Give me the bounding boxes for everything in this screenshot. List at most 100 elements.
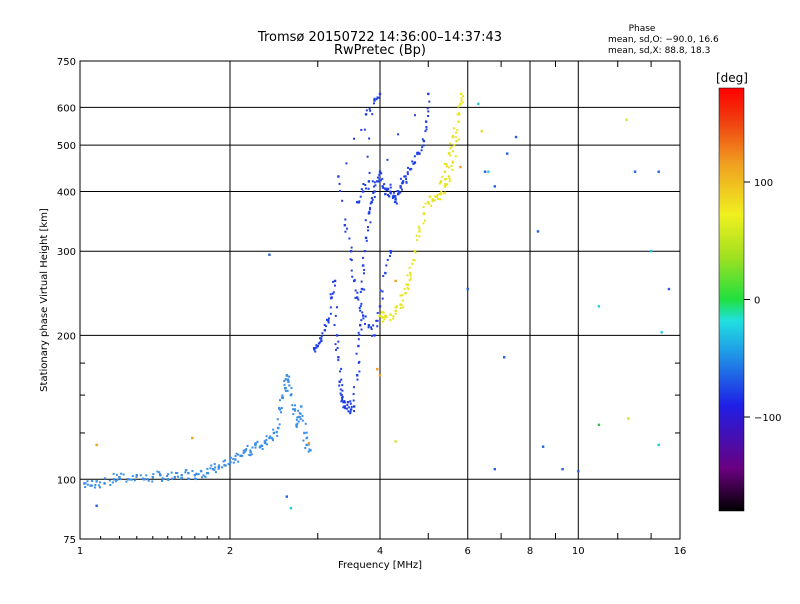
- data-point: [199, 469, 203, 473]
- data-point: [325, 325, 328, 328]
- data-point: [292, 413, 295, 416]
- data-point: [307, 441, 311, 445]
- data-point: [357, 344, 360, 348]
- data-point: [319, 337, 322, 340]
- data-point: [297, 420, 300, 423]
- data-point: [344, 218, 347, 221]
- data-point: [340, 400, 343, 403]
- data-point: [270, 436, 273, 439]
- y-tick-label: 750: [57, 57, 76, 68]
- data-point: [354, 289, 357, 292]
- data-point: [413, 162, 416, 165]
- data-point: [416, 153, 419, 156]
- data-point: [205, 471, 209, 475]
- data-point: [366, 155, 369, 158]
- data-point: [394, 279, 397, 283]
- data-point: [331, 292, 334, 295]
- x-tick-label: 2: [227, 546, 233, 557]
- y-tick-label: 100: [57, 475, 76, 486]
- data-point: [276, 434, 279, 437]
- data-point: [451, 135, 455, 139]
- data-point: [409, 277, 412, 280]
- data-point: [427, 200, 430, 204]
- data-point: [514, 135, 518, 139]
- data-point: [300, 405, 303, 408]
- data-point: [338, 189, 341, 192]
- data-point: [355, 200, 359, 204]
- data-point: [448, 142, 451, 145]
- data-point: [448, 177, 451, 180]
- data-point: [404, 292, 407, 295]
- x-tick-label: 16: [674, 546, 687, 557]
- data-point: [394, 198, 397, 201]
- colorbar-label: [deg]: [716, 71, 748, 85]
- data-point: [392, 315, 395, 318]
- data-point: [380, 311, 383, 314]
- data-point: [382, 186, 385, 189]
- data-point: [378, 92, 382, 96]
- data-point: [334, 343, 337, 346]
- data-point: [204, 475, 207, 478]
- data-point: [346, 403, 349, 406]
- data-point: [405, 178, 408, 181]
- data-point: [337, 356, 340, 359]
- data-point: [97, 484, 100, 487]
- data-point: [381, 290, 384, 293]
- data-point: [167, 478, 170, 481]
- data-point: [184, 471, 187, 474]
- data-point: [214, 471, 217, 474]
- data-point: [353, 279, 356, 282]
- data-point: [271, 437, 274, 440]
- x-axis-ticks: 1 2 4 6 8 10 16: [77, 61, 687, 557]
- data-point: [372, 185, 375, 188]
- data-point: [241, 454, 244, 457]
- data-point: [418, 235, 421, 238]
- data-point: [385, 316, 388, 319]
- data-point: [417, 225, 420, 228]
- data-point: [385, 264, 388, 267]
- data-point: [367, 180, 371, 183]
- data-point: [333, 324, 336, 327]
- data-point: [287, 379, 290, 382]
- data-point: [413, 250, 417, 253]
- data-point: [368, 211, 371, 214]
- data-point: [382, 275, 385, 278]
- data-point: [271, 439, 274, 442]
- data-point: [316, 344, 319, 348]
- data-point: [401, 299, 404, 302]
- data-point: [329, 312, 332, 315]
- data-point: [376, 180, 379, 183]
- data-point: [392, 194, 395, 197]
- data-point: [193, 473, 197, 477]
- data-point: [427, 115, 430, 118]
- stats-header: Phase: [629, 24, 656, 34]
- data-point: [335, 306, 338, 309]
- data-point: [255, 442, 258, 445]
- data-point: [283, 383, 286, 386]
- data-point: [235, 452, 238, 455]
- data-point: [409, 274, 412, 277]
- data-point: [369, 206, 372, 209]
- data-point: [114, 480, 117, 483]
- chart-title: Tromsø 20150722 14:36:00–14:37:43: [257, 30, 502, 45]
- data-point: [350, 405, 353, 408]
- data-point: [125, 480, 128, 483]
- data-point: [249, 449, 252, 452]
- data-point: [413, 259, 416, 262]
- data-point: [343, 224, 347, 227]
- data-point: [278, 399, 281, 402]
- data-point: [314, 347, 317, 350]
- data-point: [222, 460, 225, 463]
- data-point: [449, 154, 452, 157]
- data-point: [389, 190, 392, 193]
- data-point: [352, 393, 355, 396]
- data-point: [381, 185, 384, 188]
- data-point: [394, 195, 397, 198]
- stats-line-x: mean, sd,X: 88.8, 18.3: [608, 46, 710, 56]
- data-point: [352, 405, 356, 408]
- data-point: [376, 311, 379, 314]
- data-point: [445, 184, 448, 187]
- data-point: [357, 361, 360, 364]
- data-point: [340, 367, 343, 370]
